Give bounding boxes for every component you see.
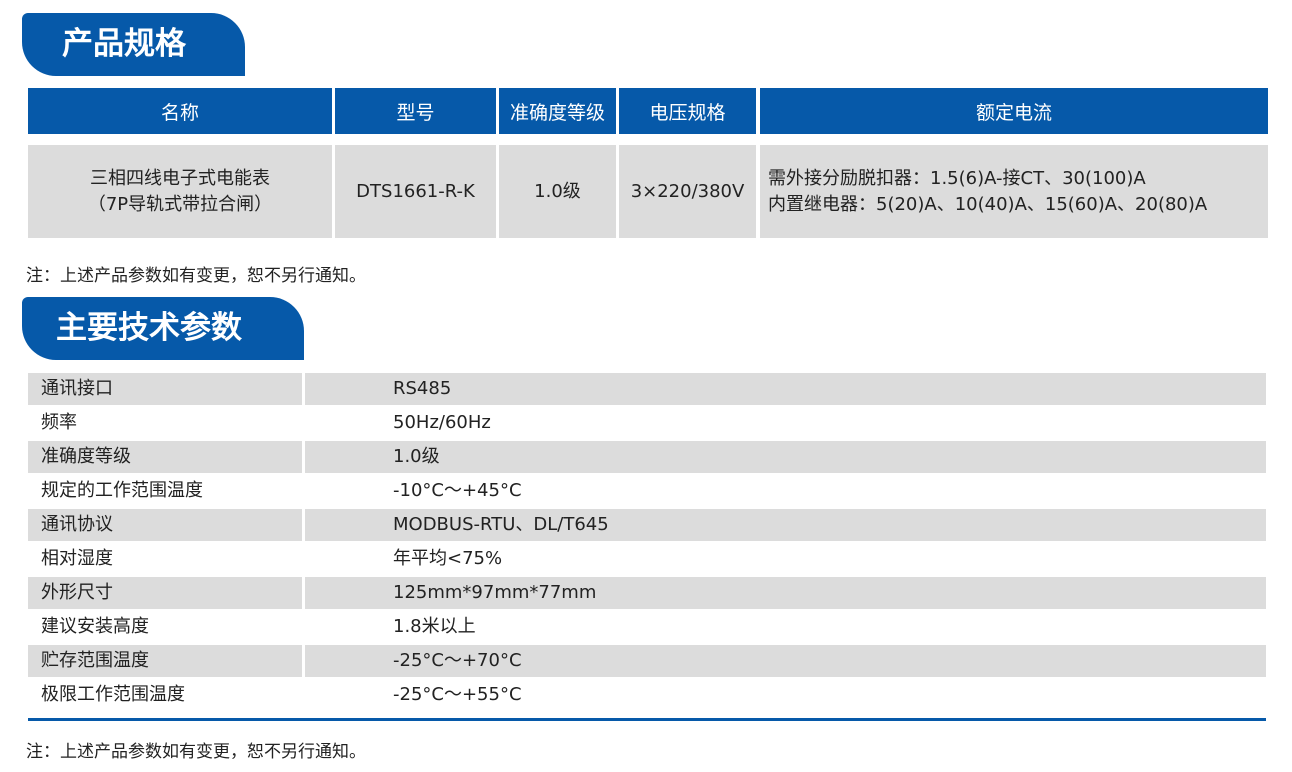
param-label: 通讯协议 [28,509,302,541]
table-row: 极限工作范围温度 -25°C～+55°C [28,679,1266,711]
param-label: 准确度等级 [28,441,302,473]
param-label: 频率 [41,412,77,433]
table-row: 通讯接口 RS485 [28,373,1266,405]
param-label: 建议安装高度 [41,616,149,637]
cell-model: DTS1661-R-K [335,145,496,238]
param-value: -10°C～+45°C [393,480,522,501]
table-row: 规定的工作范围温度 -10°C～+45°C [28,475,1266,507]
header-current: 额定电流 [760,88,1268,134]
param-value: MODBUS-RTU、DL/T645 [305,509,1266,541]
table-row: 外形尺寸 125mm*97mm*77mm [28,577,1266,609]
note-1: 注：上述产品参数如有变更，恕不另行通知。 [26,266,366,286]
name-line2: （7P导轨式带拉合闸） [87,193,273,215]
section-title-product-spec: 产品规格 [22,13,245,76]
table-row: 通讯协议 MODBUS-RTU、DL/T645 [28,509,1266,541]
header-model: 型号 [335,88,496,134]
table-row: 频率 50Hz/60Hz [28,407,1266,439]
param-label: 外形尺寸 [28,577,302,609]
table-row: 相对湿度 年平均<75% [28,543,1266,575]
param-label: 相对湿度 [41,548,113,569]
param-value: -25°C～+70°C [305,645,1266,677]
param-label: 极限工作范围温度 [41,684,185,705]
param-value: 125mm*97mm*77mm [305,577,1266,609]
table-row: 建议安装高度 1.8米以上 [28,611,1266,643]
param-label: 贮存范围温度 [28,645,302,677]
param-value: 1.8米以上 [393,616,476,637]
table-row: 准确度等级 1.0级 [28,441,1266,473]
param-value: 1.0级 [305,441,1266,473]
name-line1: 三相四线电子式电能表 [90,167,270,189]
cell-accuracy: 1.0级 [499,145,616,238]
param-label: 规定的工作范围温度 [41,480,203,501]
param-value: 年平均<75% [393,548,503,569]
param-value: 50Hz/60Hz [393,412,491,433]
cell-name: 三相四线电子式电能表 （7P导轨式带拉合闸） [28,145,332,238]
current-line1: 需外接分励脱扣器：1.5(6)A-接CT、30(100)A [768,167,1146,189]
header-name: 名称 [28,88,332,134]
header-voltage: 电压规格 [619,88,756,134]
param-label: 通讯接口 [28,373,302,405]
current-line2: 内置继电器：5(20)A、10(40)A、15(60)A、20(80)A [768,193,1208,215]
param-value: RS485 [305,373,1266,405]
cell-voltage: 3×220/380V [619,145,756,238]
table-row: 贮存范围温度 -25°C～+70°C [28,645,1266,677]
param-value: -25°C～+55°C [393,684,522,705]
header-accuracy: 准确度等级 [499,88,616,134]
table-bottom-line [28,718,1266,721]
cell-current: 需外接分励脱扣器：1.5(6)A-接CT、30(100)A 内置继电器：5(20… [760,145,1268,238]
note-2: 注：上述产品参数如有变更，恕不另行通知。 [26,742,366,762]
section-title-tech-params: 主要技术参数 [22,297,304,360]
